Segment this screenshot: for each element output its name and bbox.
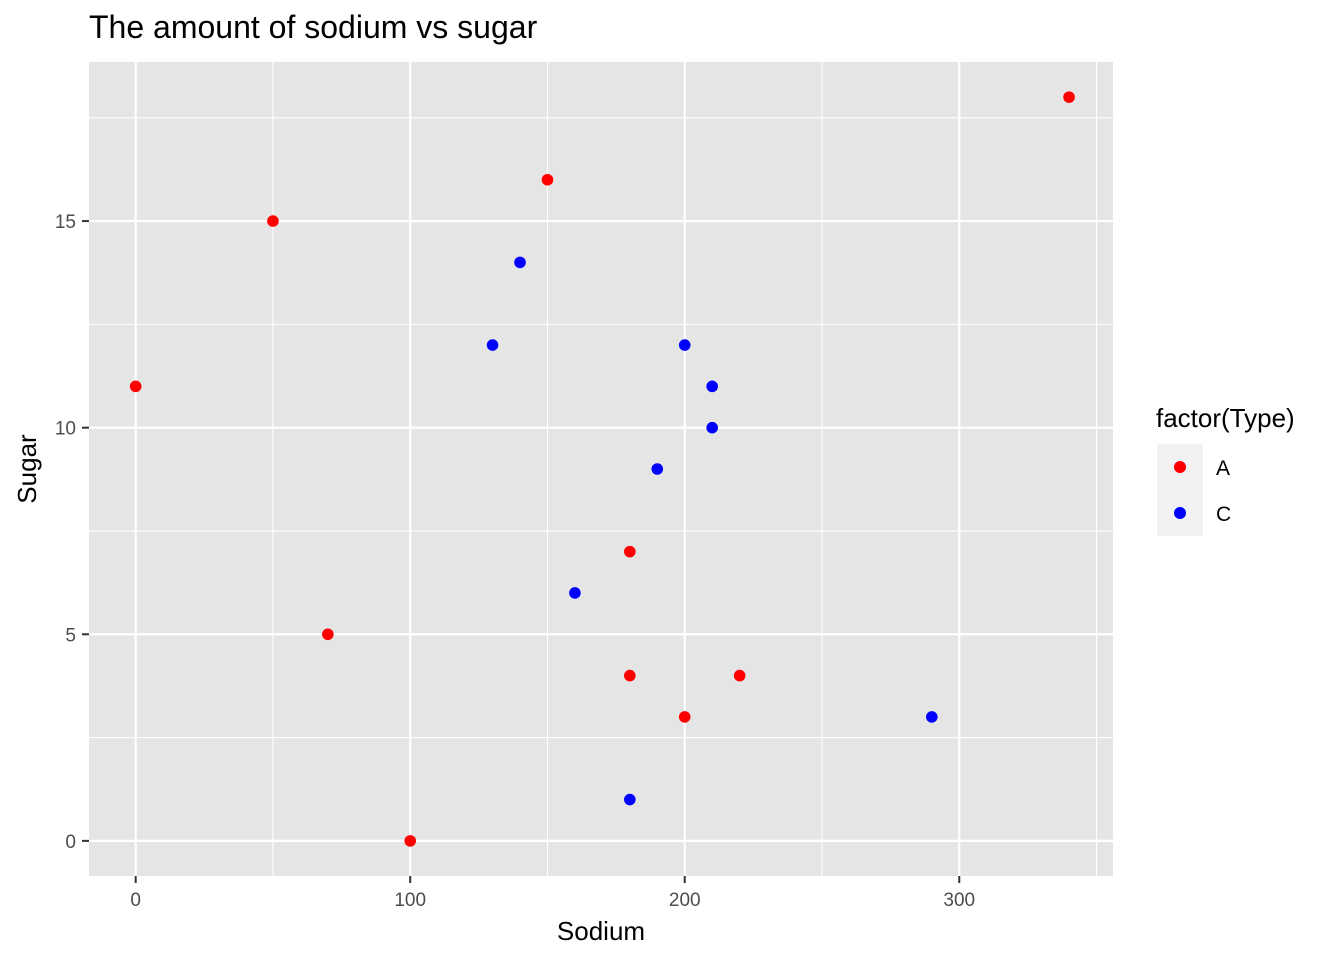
data-point-a [624, 545, 636, 558]
legend-key-c [1174, 507, 1186, 519]
major-gridlines [89, 62, 1113, 876]
data-point-a [404, 835, 417, 847]
data-point-c [569, 587, 581, 599]
data-point-a [541, 173, 554, 186]
data-point-a [129, 380, 142, 393]
x-tick-label: 200 [669, 890, 701, 911]
y-tick-label: 0 [65, 832, 76, 853]
data-point-a [624, 669, 636, 682]
y-tick-label: 15 [55, 212, 76, 233]
y-axis-ticks: 0 5 10 15 [55, 212, 89, 853]
x-tick-label: 100 [394, 890, 426, 911]
data-point-c [486, 339, 499, 351]
data-point-a [678, 711, 691, 723]
x-tick-label: 300 [943, 890, 975, 911]
data-point-c [706, 380, 718, 393]
chart-title: The amount of sodium vs sugar [89, 9, 538, 45]
legend: factor(Type) A C [1156, 403, 1295, 536]
data-point-c [624, 793, 636, 806]
legend-key-a [1174, 461, 1186, 473]
data-point-c [926, 711, 938, 723]
data-point-a [733, 669, 746, 682]
x-tick-label: 0 [130, 890, 141, 911]
data-point-c [706, 421, 718, 434]
data-point-a [267, 215, 279, 227]
data-point-a [1063, 91, 1075, 103]
legend-title: factor(Type) [1156, 403, 1295, 433]
legend-label-a: A [1216, 457, 1230, 480]
plot-panel [89, 62, 1113, 876]
y-axis-label: Sugar [12, 434, 42, 504]
data-point-c [678, 339, 691, 351]
legend-label-c: C [1216, 503, 1231, 526]
x-axis-label: Sodium [557, 916, 645, 946]
y-tick-label: 5 [65, 625, 76, 646]
data-point-c [651, 463, 664, 475]
data-point-c [514, 256, 526, 269]
y-tick-label: 10 [55, 419, 76, 440]
data-points [129, 91, 1075, 847]
data-point-a [322, 628, 334, 641]
x-axis-ticks: 0 100 200 300 [130, 876, 975, 911]
minor-gridlines [89, 62, 1113, 876]
